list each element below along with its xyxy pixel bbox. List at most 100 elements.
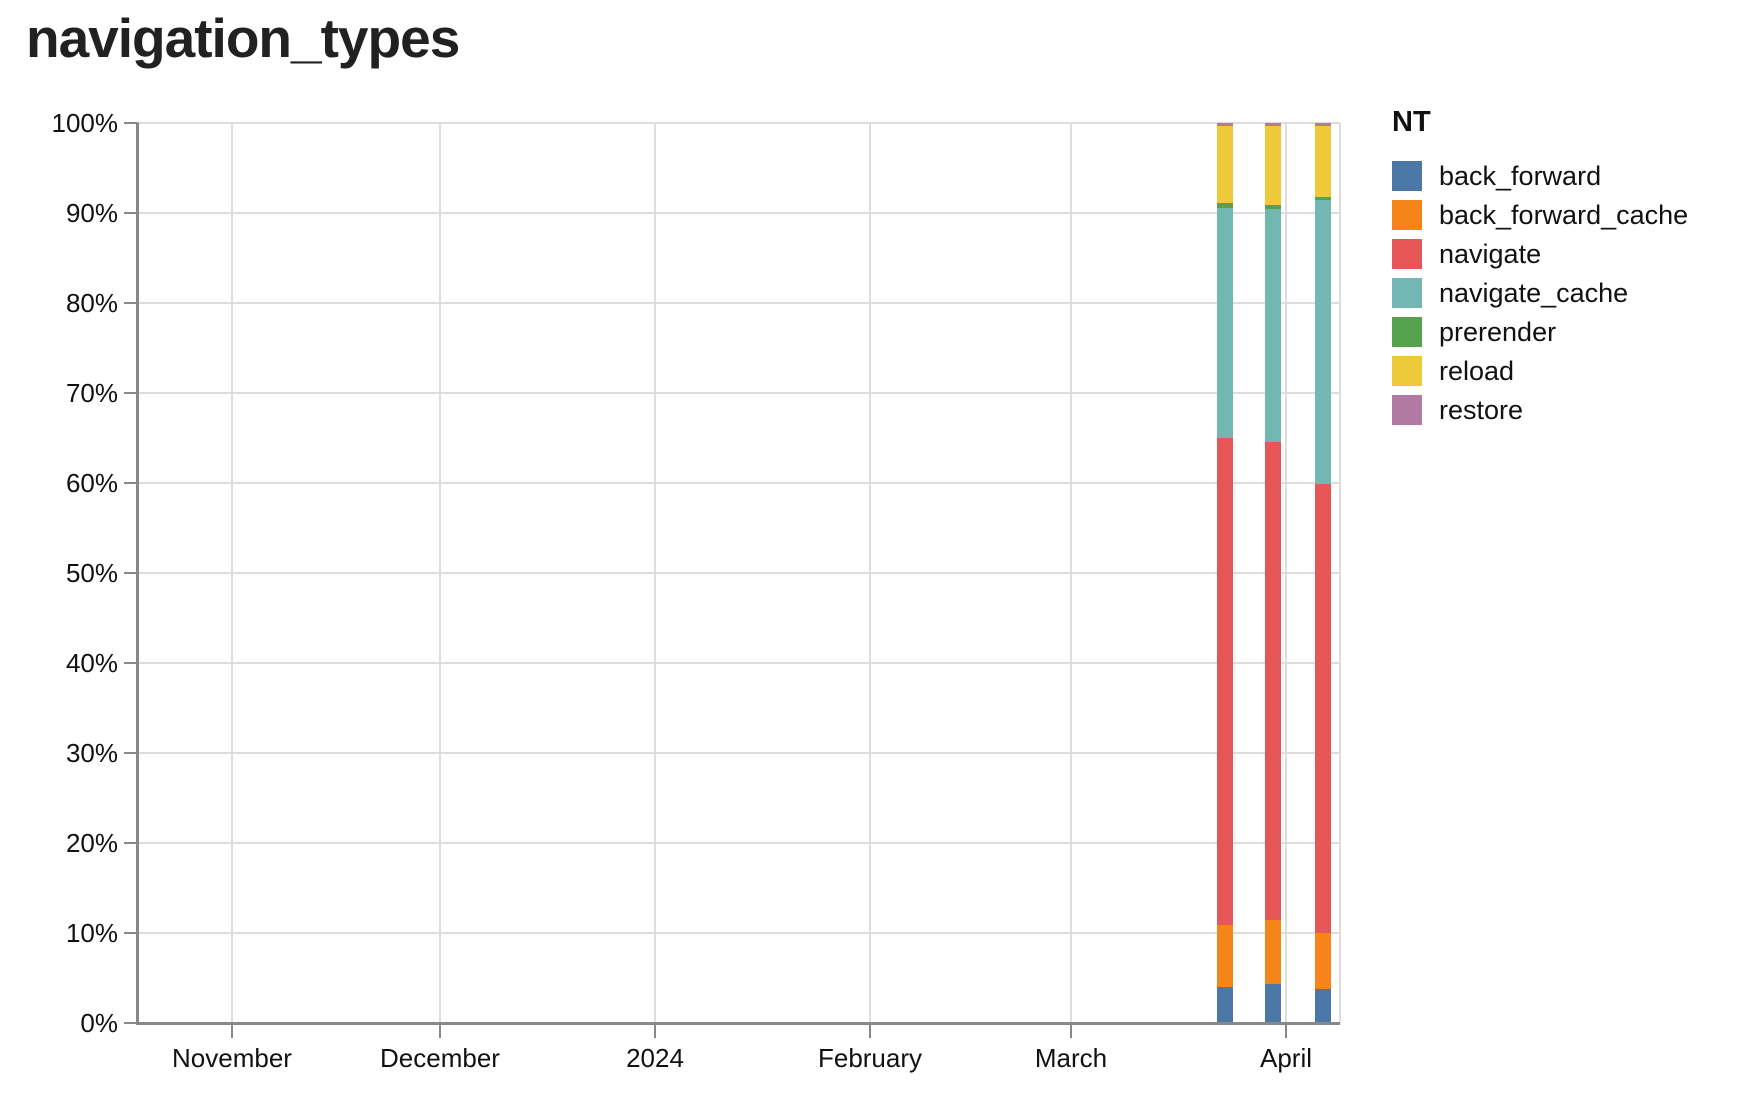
y-gridline: [138, 392, 1340, 394]
y-axis-tick: [124, 302, 138, 304]
y-tick-label: 60%: [65, 468, 118, 498]
x-axis-tick: [654, 1024, 656, 1038]
x-gridline: [869, 123, 871, 1023]
plot-border-right: [1339, 123, 1341, 1023]
x-tick-label: April: [1259, 1043, 1313, 1073]
bar-segment-prerender[interactable]: [1315, 196, 1331, 201]
bar-segment-reload[interactable]: [1265, 125, 1281, 205]
x-axis-tick: [439, 1024, 441, 1038]
bar-segment-back_forward[interactable]: [1217, 987, 1233, 1023]
x-axis-tick: [1070, 1024, 1072, 1038]
legend-item-reload: reload: [1392, 356, 1688, 386]
y-tick-label: 80%: [65, 288, 118, 318]
x-tick-label: 2024: [626, 1043, 684, 1073]
y-axis-tick: [124, 842, 138, 844]
plot-border-top: [138, 122, 1340, 124]
y-tick-label: 10%: [65, 918, 118, 948]
bar-segment-navigate_cache[interactable]: [1315, 200, 1331, 484]
legend-swatch-restore: [1392, 395, 1422, 425]
x-gridline: [1285, 123, 1287, 1023]
legend-item-back_forward_cache: back_forward_cache: [1392, 200, 1688, 230]
x-axis-line: [136, 1022, 1340, 1025]
bar-segment-prerender[interactable]: [1265, 204, 1281, 209]
plot-area: [136, 122, 1341, 1025]
y-tick-label: 70%: [65, 378, 118, 408]
stacked-bar: [1217, 123, 1233, 1023]
bar-segment-back_forward_cache[interactable]: [1315, 933, 1331, 989]
legend-swatch-prerender: [1392, 317, 1422, 347]
x-tick-label: November: [172, 1043, 292, 1073]
y-axis-tick: [124, 662, 138, 664]
y-gridline: [138, 752, 1340, 754]
legend-swatch-navigate_cache: [1392, 278, 1422, 308]
y-gridline: [138, 932, 1340, 934]
legend-item-prerender: prerender: [1392, 317, 1688, 347]
y-axis-tick: [124, 572, 138, 574]
x-tick-label: December: [380, 1043, 500, 1073]
stacked-bar: [1265, 123, 1281, 1023]
bar-segment-back_forward[interactable]: [1315, 988, 1331, 1023]
bar-segment-back_forward_cache[interactable]: [1265, 920, 1281, 985]
legend-label: prerender: [1439, 316, 1557, 347]
y-axis-tick: [124, 1022, 138, 1024]
x-tick-label: March: [1034, 1043, 1108, 1073]
legend-item-navigate_cache: navigate_cache: [1392, 278, 1688, 308]
x-gridline: [654, 123, 656, 1023]
x-tick-label: February: [817, 1043, 923, 1073]
y-gridline: [138, 482, 1340, 484]
x-gridline: [231, 123, 233, 1023]
bar-segment-navigate[interactable]: [1265, 441, 1281, 921]
bar-segment-navigate_cache[interactable]: [1217, 207, 1233, 438]
y-axis-tick: [124, 932, 138, 934]
legend-swatch-reload: [1392, 356, 1422, 386]
y-axis-tick: [124, 752, 138, 754]
y-gridline: [138, 212, 1340, 214]
y-gridline: [138, 302, 1340, 304]
legend-label: back_forward: [1439, 160, 1602, 191]
legend-label: navigate: [1439, 238, 1542, 269]
stacked-bar: [1315, 123, 1331, 1023]
y-tick-label: 90%: [65, 198, 118, 228]
legend-swatch-navigate: [1392, 239, 1422, 269]
legend-swatch-back_forward_cache: [1392, 200, 1422, 230]
y-tick-label: 100%: [51, 108, 119, 138]
legend-title: NT: [1392, 106, 1431, 138]
legend-item-back_forward: back_forward: [1392, 161, 1688, 191]
bar-segment-restore[interactable]: [1265, 123, 1281, 126]
bar-segment-navigate_cache[interactable]: [1265, 208, 1281, 442]
y-tick-label: 20%: [65, 828, 118, 858]
legend-item-navigate: navigate: [1392, 239, 1688, 269]
bar-segment-back_forward_cache[interactable]: [1217, 924, 1233, 987]
x-axis-tick: [869, 1024, 871, 1038]
x-axis-tick: [231, 1024, 233, 1038]
bar-segment-navigate[interactable]: [1217, 438, 1233, 925]
chart-title: navigation_types: [26, 7, 460, 69]
x-gridline: [439, 123, 441, 1023]
y-tick-label: 50%: [65, 558, 118, 588]
y-axis-tick: [124, 212, 138, 214]
bar-segment-reload[interactable]: [1217, 125, 1233, 204]
bar-segment-reload[interactable]: [1315, 125, 1331, 197]
legend-label: restore: [1439, 394, 1524, 425]
legend-swatch-back_forward: [1392, 161, 1422, 191]
y-tick-label: 0%: [80, 1008, 118, 1038]
y-gridline: [138, 842, 1340, 844]
y-tick-label: 40%: [65, 648, 118, 678]
bar-segment-restore[interactable]: [1315, 123, 1331, 126]
legend-label: navigate_cache: [1439, 277, 1629, 308]
y-tick-label: 30%: [65, 738, 118, 768]
y-axis-tick: [124, 482, 138, 484]
y-gridline: [138, 572, 1340, 574]
bar-segment-navigate[interactable]: [1315, 483, 1331, 933]
bar-segment-back_forward[interactable]: [1265, 984, 1281, 1023]
legend-label: reload: [1439, 355, 1515, 386]
bar-segment-restore[interactable]: [1217, 123, 1233, 126]
bar-segment-prerender[interactable]: [1217, 203, 1233, 208]
x-gridline: [1070, 123, 1072, 1023]
x-axis-tick: [1285, 1024, 1287, 1038]
y-gridline: [138, 662, 1340, 664]
y-axis-tick: [124, 122, 138, 124]
y-axis-tick: [124, 392, 138, 394]
